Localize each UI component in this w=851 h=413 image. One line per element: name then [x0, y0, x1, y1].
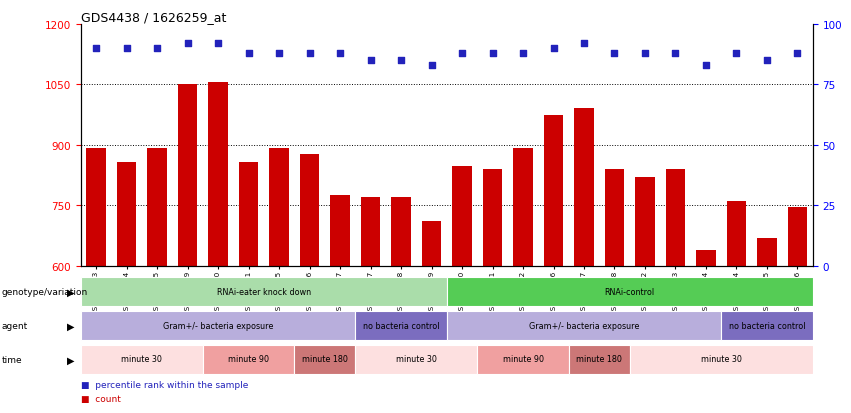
Bar [355, 311, 447, 340]
Bar [757, 239, 777, 266]
Text: minute 180: minute 180 [576, 355, 622, 363]
Bar [544, 115, 563, 266]
Bar [208, 83, 228, 266]
Bar [696, 251, 716, 266]
Point [151, 45, 164, 52]
Text: minute 180: minute 180 [302, 355, 348, 363]
Text: minute 90: minute 90 [502, 355, 544, 363]
Bar [513, 148, 533, 266]
Point [211, 41, 225, 47]
Bar [147, 148, 167, 266]
Bar [721, 311, 813, 340]
Point [242, 50, 255, 57]
Bar [361, 198, 380, 266]
Bar [477, 345, 568, 374]
Bar [81, 345, 203, 374]
Point [577, 41, 591, 47]
Point [517, 50, 530, 57]
Bar [635, 178, 655, 266]
Point [791, 50, 804, 57]
Point [363, 58, 377, 64]
Text: RNAi-eater knock down: RNAi-eater knock down [217, 287, 311, 296]
Text: ■  percentile rank within the sample: ■ percentile rank within the sample [81, 380, 248, 389]
Point [638, 50, 652, 57]
Text: no bacteria control: no bacteria control [728, 321, 805, 330]
Point [669, 50, 683, 57]
Bar [630, 345, 813, 374]
Bar [604, 169, 625, 266]
Text: minute 30: minute 30 [396, 355, 437, 363]
Bar [483, 169, 502, 266]
Text: ■  count: ■ count [81, 394, 121, 403]
Bar [391, 198, 411, 266]
Text: genotype/variation: genotype/variation [2, 287, 88, 297]
Bar [294, 345, 356, 374]
Text: RNAi-control: RNAi-control [605, 287, 654, 296]
Point [425, 62, 438, 69]
Bar [300, 154, 319, 266]
Text: time: time [2, 355, 22, 364]
Bar [81, 278, 447, 306]
Bar [452, 166, 472, 266]
Point [455, 50, 469, 57]
Text: Gram+/- bacteria exposure: Gram+/- bacteria exposure [528, 321, 639, 330]
Point [180, 41, 194, 47]
Point [546, 45, 560, 52]
Bar [203, 345, 294, 374]
Text: GDS4438 / 1626259_at: GDS4438 / 1626259_at [81, 11, 226, 24]
Bar [421, 222, 442, 266]
Bar [574, 109, 594, 266]
Text: minute 30: minute 30 [700, 355, 742, 363]
Point [303, 50, 317, 57]
Bar [81, 311, 355, 340]
Bar [330, 196, 350, 266]
Text: ▶: ▶ [66, 321, 74, 331]
Text: Gram+/- bacteria exposure: Gram+/- bacteria exposure [163, 321, 273, 330]
Bar [665, 169, 685, 266]
Bar [447, 311, 721, 340]
Text: minute 90: minute 90 [228, 355, 269, 363]
Bar [117, 162, 136, 266]
Bar [447, 278, 813, 306]
Point [334, 50, 347, 57]
Bar [787, 208, 808, 266]
Bar [355, 345, 477, 374]
Point [608, 50, 621, 57]
Point [700, 62, 713, 69]
Text: agent: agent [2, 321, 28, 330]
Bar [727, 202, 746, 266]
Bar [86, 148, 106, 266]
Text: minute 30: minute 30 [122, 355, 163, 363]
Text: ▶: ▶ [66, 287, 74, 297]
Point [394, 58, 408, 64]
Point [120, 45, 134, 52]
Bar [178, 85, 197, 266]
Point [272, 50, 286, 57]
Point [89, 45, 103, 52]
Bar [568, 345, 630, 374]
Point [486, 50, 500, 57]
Bar [269, 148, 289, 266]
Point [729, 50, 743, 57]
Text: ▶: ▶ [66, 355, 74, 365]
Point [760, 58, 774, 64]
Bar [238, 162, 259, 266]
Text: no bacteria control: no bacteria control [363, 321, 439, 330]
